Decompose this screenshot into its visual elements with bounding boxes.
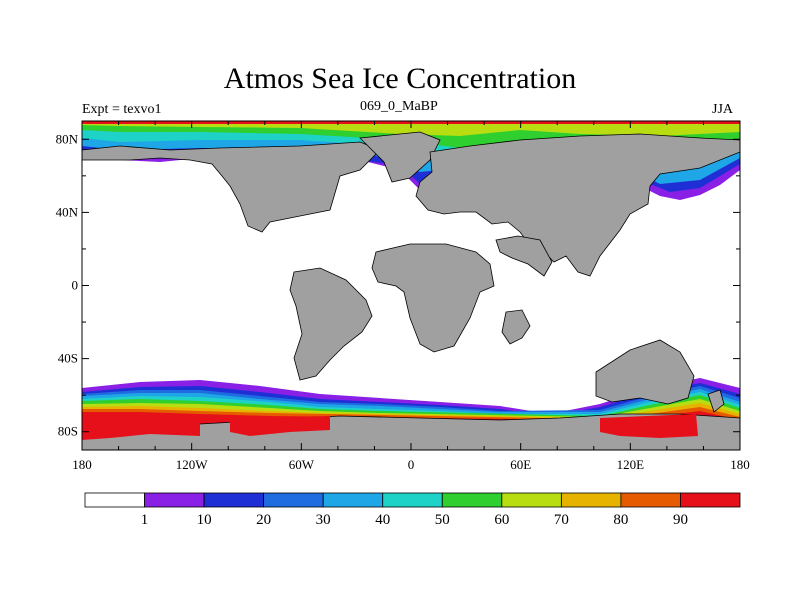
- colorbar-swatch: [501, 492, 562, 508]
- coastal-patch-west: [82, 414, 200, 440]
- coastal-ice-patches: [82, 414, 698, 440]
- colorbar-swatch: [382, 492, 443, 508]
- colorbar-swatch: [441, 492, 503, 508]
- axis-ticks: 180 120W 60W 0 60E 120E 180 80N 40N 0 40S 80S: [56, 121, 750, 472]
- x-tick-label: 0: [408, 457, 415, 472]
- x-tick-label: 60W: [289, 457, 315, 472]
- experiment-label: Expt = texvo1: [82, 102, 162, 117]
- colorbar-swatch: [144, 492, 205, 508]
- land-new-zealand: [707, 389, 725, 413]
- land-north-america: [82, 141, 381, 233]
- colorbar-swatch: [84, 492, 145, 508]
- land-greenland: [359, 131, 441, 183]
- season-label: JJA: [712, 102, 734, 117]
- colorbar-label: 10: [197, 512, 212, 528]
- colorbar-label: 80: [613, 512, 628, 528]
- land-africa: [371, 243, 495, 353]
- x-tick-label: 180: [72, 457, 92, 472]
- land-south-america: [289, 267, 373, 381]
- colorbar-label: 30: [316, 512, 331, 528]
- colorbar-swatch: [620, 492, 681, 508]
- colorbar-label: 70: [554, 512, 569, 528]
- x-tick-label: 180: [730, 457, 750, 472]
- colorbar-label: 50: [435, 512, 450, 528]
- land-madagascar: [501, 309, 531, 345]
- land-eurasia: [415, 133, 740, 277]
- colorbar-label: 40: [375, 512, 390, 528]
- colorbar-swatch: [322, 492, 384, 508]
- y-tick-label: 0: [72, 278, 79, 293]
- colorbar-label: 60: [494, 512, 509, 528]
- y-tick-label: 80S: [58, 424, 78, 439]
- colorbar-swatch: [680, 492, 741, 508]
- x-tick-label: 120E: [617, 457, 645, 472]
- colorbar-swatch: [203, 492, 265, 508]
- y-tick-label: 40S: [58, 351, 78, 366]
- plot-title: Atmos Sea Ice Concentration: [223, 62, 577, 95]
- colorbar-label: 20: [256, 512, 271, 528]
- x-tick-label: 60E: [510, 457, 531, 472]
- map-plot-area: [82, 121, 740, 450]
- x-tick-label: 120W: [176, 457, 209, 472]
- coastal-patch-center: [230, 416, 330, 436]
- land-india-arabia: [495, 235, 553, 277]
- colorbar-swatch: [560, 492, 622, 508]
- y-tick-label: 40N: [56, 204, 79, 219]
- colorbar-label: 90: [673, 512, 688, 528]
- colorbar-swatch: [263, 492, 324, 508]
- colorbar-label: 1: [141, 512, 149, 528]
- y-tick-label: 80N: [56, 131, 79, 146]
- land-australia: [595, 339, 695, 405]
- arctic-ice-yellowgreen: [82, 121, 740, 136]
- colorbar: 1 10 20 30 40 50 60 70 80 90: [84, 492, 741, 528]
- coastal-patch-east: [600, 414, 698, 438]
- time-label: 069_0_MaBP: [360, 99, 438, 114]
